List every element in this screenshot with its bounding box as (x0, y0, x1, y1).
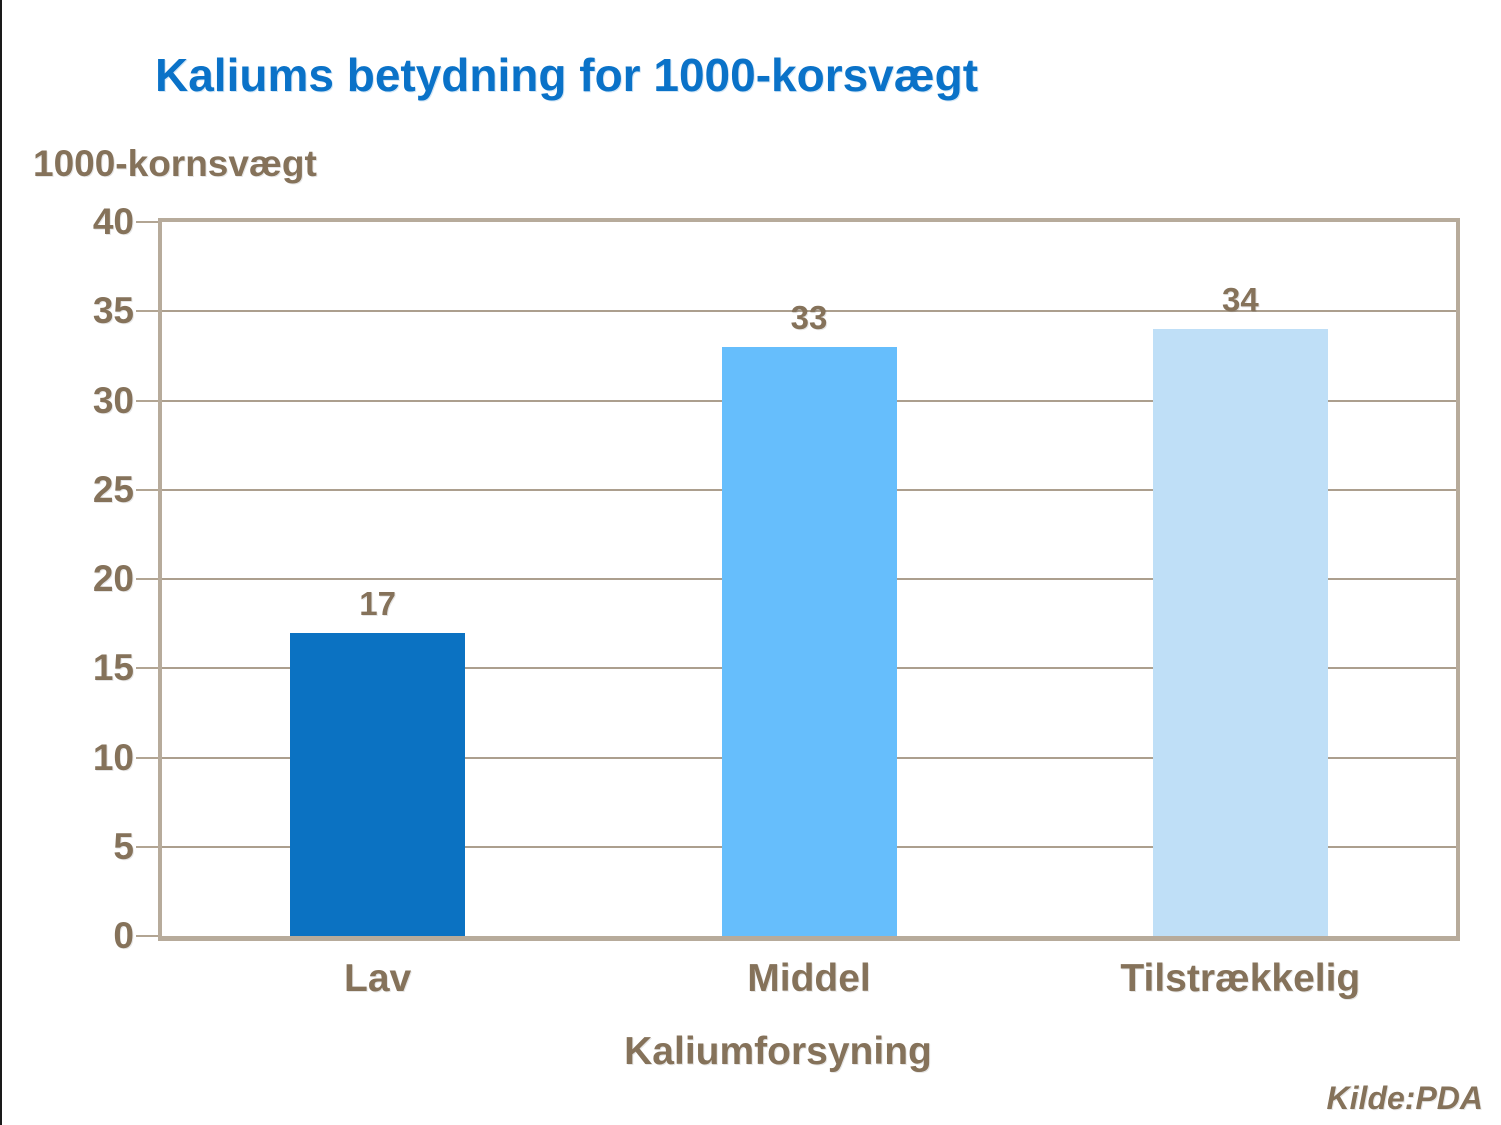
y-tick-label-10: 10 (92, 736, 134, 778)
y-tick-mark-15 (136, 667, 158, 670)
left-edge-line (0, 0, 2, 1125)
y-tick-mark-0 (136, 935, 158, 937)
y-tick-mark-10 (136, 756, 158, 759)
plot-area: 0 5 10 15 20 25 30 35 40 17 Lav 33 Middel 34 Tilstrækk… (93, 202, 1460, 1000)
x-category-label-middel: Middel (747, 957, 871, 1000)
x-category-label-tilstr-kkelig: Tilstrækkelig (1120, 957, 1361, 1000)
y-tick-label-15: 15 (92, 647, 134, 689)
y-tick-mark-25 (136, 488, 158, 491)
chart-title: Kaliums betydning for 1000-korsvægt (155, 49, 979, 101)
y-tick-label-30: 30 (92, 379, 134, 421)
y-tick-mark-5 (136, 845, 158, 848)
y-tick-label-5: 5 (113, 825, 134, 867)
source-credit: Kilde:PDA (1326, 1080, 1483, 1116)
y-axis-title: 1000-kornsvægt (33, 143, 317, 184)
gridline-35 (162, 310, 1456, 313)
y-tick-mark-35 (136, 310, 158, 313)
x-category-label-lav: Lav (344, 957, 412, 1000)
y-tick-mark-40 (136, 221, 158, 223)
bar-lav (290, 632, 466, 936)
bar-value-middel: 33 (790, 298, 828, 336)
x-axis-title: Kaliumforsyning (624, 1030, 932, 1073)
y-tick-label-20: 20 (92, 558, 134, 599)
bar-tilstr-kkelig (1152, 329, 1328, 936)
bar-middel (721, 346, 897, 936)
y-tick-label-40: 40 (92, 201, 134, 242)
y-tick-mark-20 (136, 578, 158, 580)
bar-value-tilstr-kkelig: 34 (1221, 281, 1259, 319)
y-tick-mark-30 (136, 399, 158, 402)
bar-value-lav: 17 (359, 584, 397, 622)
y-tick-label-0: 0 (113, 915, 134, 956)
y-tick-label-25: 25 (92, 468, 134, 510)
y-tick-label-35: 35 (92, 290, 134, 332)
